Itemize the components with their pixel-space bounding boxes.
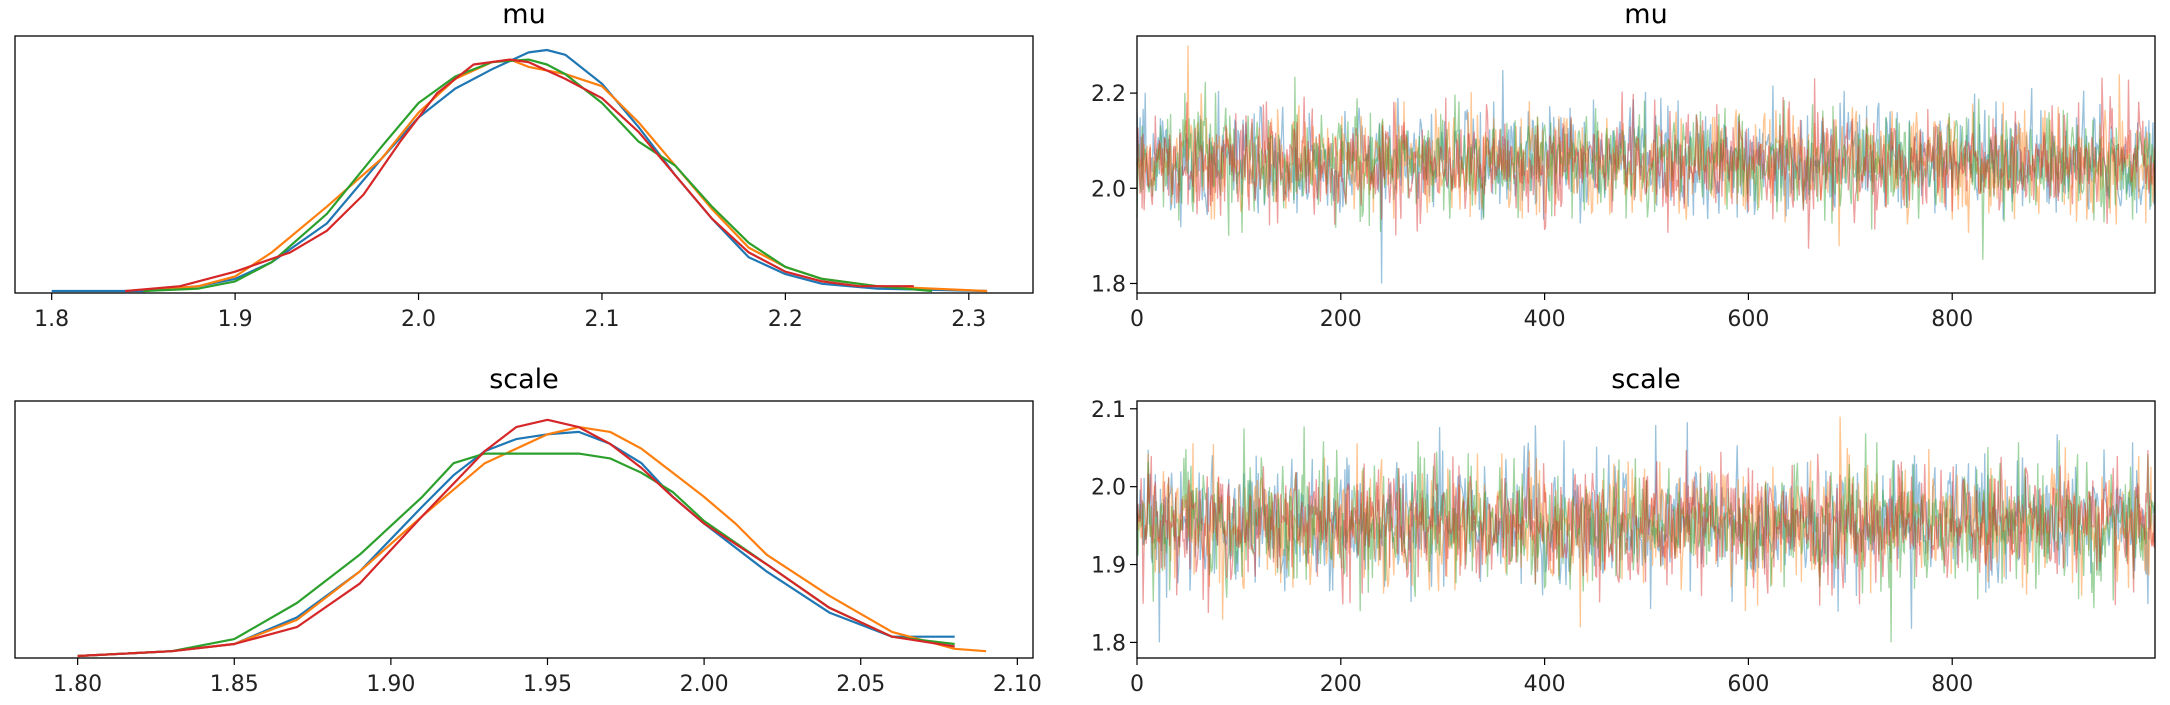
x-tick-label: 2.1 bbox=[584, 307, 619, 332]
density-line-chain-3 bbox=[125, 58, 914, 293]
y-tick-label: 2.0 bbox=[1091, 476, 1126, 501]
y-tick-label: 1.9 bbox=[1091, 554, 1126, 579]
density-line-chain-1 bbox=[77, 426, 987, 658]
x-tick-label: 2.05 bbox=[836, 672, 885, 697]
x-tick-label: 800 bbox=[1931, 672, 1973, 697]
trace-line-chain-1 bbox=[1136, 416, 2156, 628]
x-tick-label: 600 bbox=[1727, 672, 1769, 697]
axes-frame bbox=[14, 35, 1034, 294]
panel-title: scale bbox=[1611, 364, 1681, 395]
x-tick-label: 200 bbox=[1320, 307, 1362, 332]
y-tick-label: 2.0 bbox=[1091, 177, 1126, 202]
trace-line-chain-0 bbox=[1136, 422, 2156, 643]
x-tick-label: 1.95 bbox=[523, 672, 572, 697]
density-line-chain-1 bbox=[143, 58, 988, 293]
x-tick-label: 0 bbox=[1130, 307, 1144, 332]
trace-line-chain-2 bbox=[1136, 426, 2156, 643]
x-tick-label: 600 bbox=[1727, 307, 1769, 332]
x-tick-label: 1.85 bbox=[210, 672, 259, 697]
x-tick-label: 0 bbox=[1130, 672, 1144, 697]
x-tick-label: 400 bbox=[1524, 672, 1566, 697]
trace-series-group bbox=[1136, 416, 2156, 643]
x-tick-label: 2.10 bbox=[993, 672, 1042, 697]
x-tick-label: 200 bbox=[1320, 672, 1362, 697]
y-tick-label: 2.1 bbox=[1091, 398, 1126, 423]
trace-line-chain-2 bbox=[1136, 76, 2156, 260]
y-tick-label: 2.2 bbox=[1091, 82, 1126, 107]
x-tick-label: 1.9 bbox=[218, 307, 253, 332]
x-tick-label: 2.2 bbox=[768, 307, 803, 332]
y-tick-label: 1.8 bbox=[1091, 631, 1126, 656]
x-tick-label: 2.3 bbox=[951, 307, 986, 332]
density-line-chain-2 bbox=[143, 58, 933, 293]
density-line-chain-3 bbox=[77, 418, 955, 658]
panel-title: mu bbox=[502, 0, 545, 30]
x-tick-label: 1.80 bbox=[53, 672, 102, 697]
x-tick-label: 400 bbox=[1524, 307, 1566, 332]
density-line-chain-0 bbox=[77, 430, 955, 658]
x-tick-label: 2.00 bbox=[680, 672, 729, 697]
density-line-chain-0 bbox=[51, 48, 988, 293]
trace-line-chain-0 bbox=[1136, 69, 2156, 284]
panel-title: mu bbox=[1624, 0, 1667, 30]
x-tick-label: 2.0 bbox=[401, 307, 436, 332]
x-tick-label: 1.8 bbox=[34, 307, 69, 332]
trace-line-chain-3 bbox=[1136, 77, 2156, 249]
trace-series-group bbox=[1136, 45, 2156, 284]
axes-frame bbox=[1136, 35, 2156, 294]
trace-line-chain-1 bbox=[1136, 45, 2156, 247]
x-tick-label: 800 bbox=[1931, 307, 1973, 332]
panel-title: scale bbox=[489, 364, 559, 395]
y-tick-label: 1.8 bbox=[1091, 272, 1126, 297]
axes-frame bbox=[14, 400, 1034, 659]
density-line-chain-2 bbox=[77, 452, 955, 658]
axes-frame bbox=[1136, 400, 2156, 659]
x-tick-label: 1.90 bbox=[366, 672, 415, 697]
trace-line-chain-3 bbox=[1136, 449, 2156, 614]
